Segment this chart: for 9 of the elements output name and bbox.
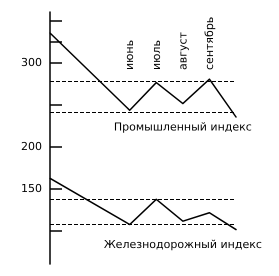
x-tick-label: сентябрь <box>202 16 216 70</box>
y-tick-label: 300 <box>21 56 42 69</box>
y-tick-label: 200 <box>21 140 42 153</box>
series-label: Промышленный индекс <box>114 120 252 134</box>
x-tick-label: август <box>176 31 190 70</box>
y-tick-label: 150 <box>21 182 42 195</box>
x-tick-label: июнь <box>123 40 136 70</box>
text: Железнодорожный индекс <box>104 238 262 252</box>
x-tick-label: июль <box>150 40 163 70</box>
